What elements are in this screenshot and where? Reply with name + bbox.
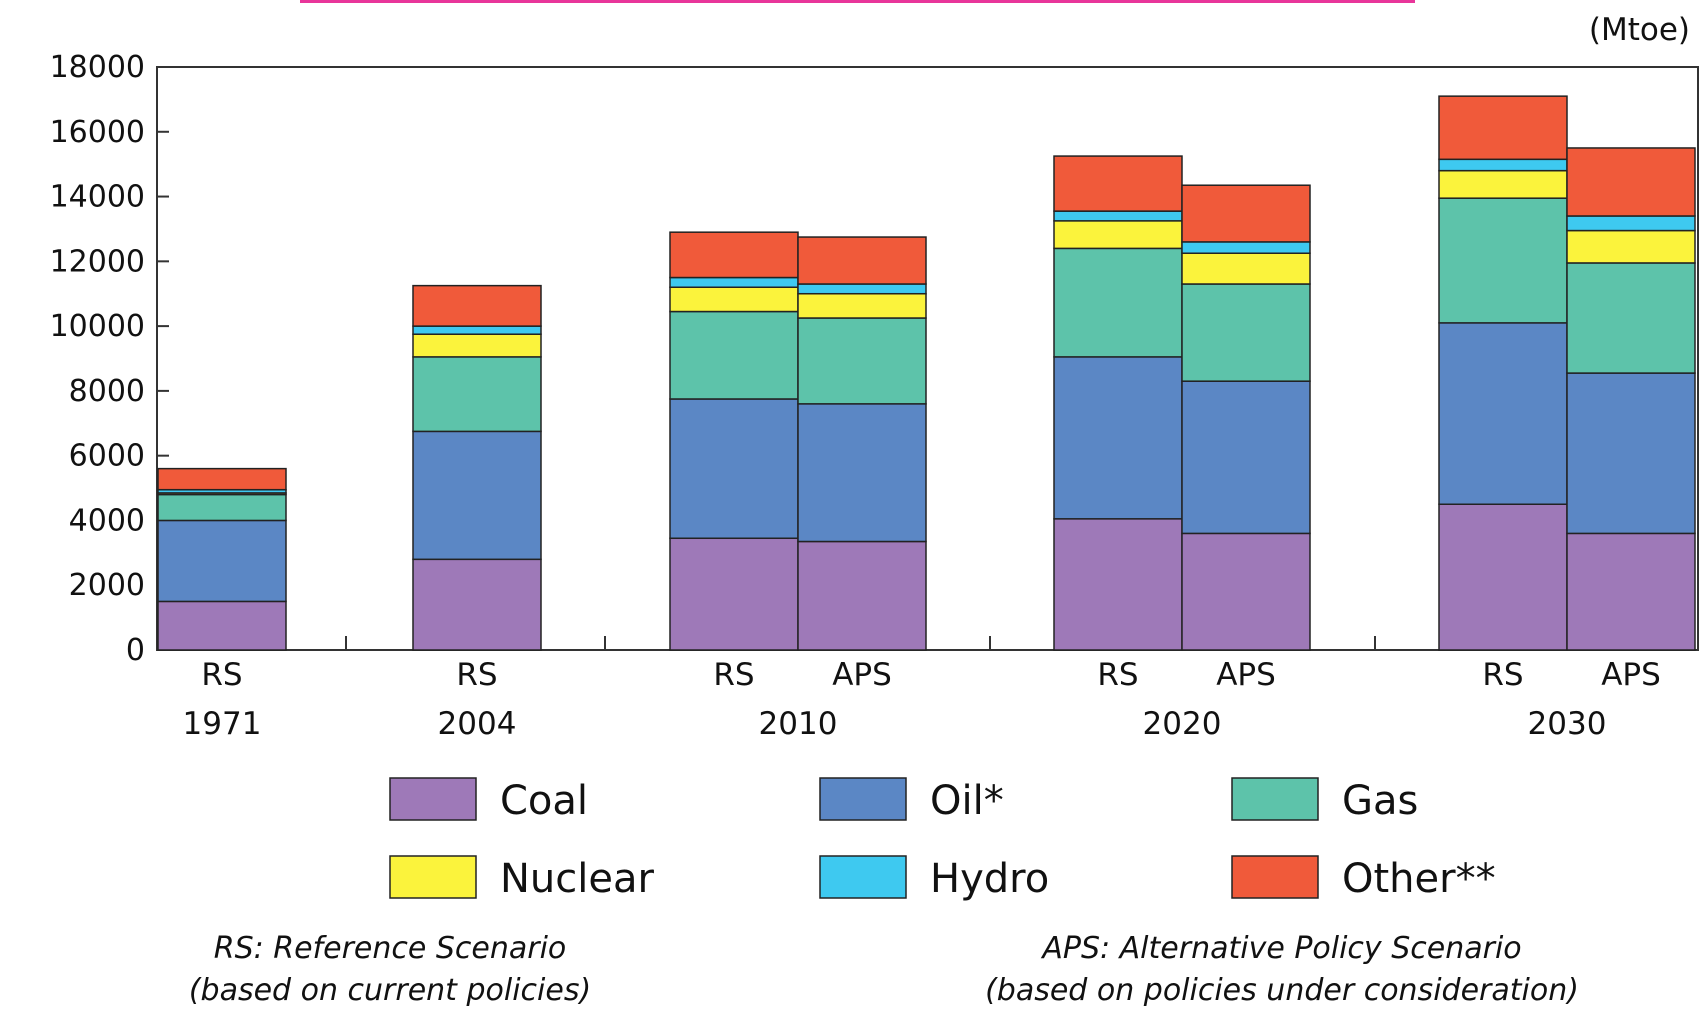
bar-segment-coal: [412, 558, 542, 651]
plot-area: 0 2000 4000 6000 8000 10000 12000 14000 16000 180…: [50, 50, 1699, 742]
bar-segment-coal: [1438, 503, 1568, 651]
bar-segment-hydro: [1438, 158, 1568, 172]
bar-segment-other: [669, 231, 799, 279]
scenario-label: RS: [1097, 657, 1138, 693]
bar-segment-coal: [669, 537, 799, 651]
legend-label: Gas: [1342, 778, 1418, 824]
y-tick-label: 14000: [50, 180, 145, 215]
legend-swatch: [389, 777, 477, 821]
bar-segment-other: [412, 284, 542, 327]
y-tick-label: 10000: [50, 309, 145, 344]
scenario-label: RS: [713, 657, 754, 693]
scenario-label: RS: [456, 657, 497, 693]
bar-segment-nuclear: [669, 286, 799, 313]
note-rs-line1: RS: Reference Scenario: [214, 931, 567, 966]
scenario-label: RS: [201, 657, 242, 693]
bar-segment-nuclear: [1566, 229, 1696, 264]
bar-segment-gas: [1053, 247, 1183, 358]
bar-segment-nuclear: [1438, 169, 1568, 199]
legend-label: Other**: [1342, 856, 1496, 902]
legend-label: Nuclear: [500, 856, 655, 902]
scenario-label: RS: [1482, 657, 1523, 693]
legend-swatch: [1231, 777, 1319, 821]
bar-segment-hydro: [1053, 210, 1183, 222]
bar-segment-hydro: [797, 283, 927, 295]
bar-segment-coal: [1053, 518, 1183, 651]
notes: RS: Reference Scenario (based on current…: [189, 931, 1579, 1008]
year-label: 2030: [1528, 706, 1607, 742]
bar-segment-nuclear: [412, 333, 542, 358]
bar-segment-nuclear: [1053, 220, 1183, 250]
bar-segment-oil: [1566, 372, 1696, 535]
bar-segment-nuclear: [1181, 252, 1311, 285]
legend: Coal Oil* Gas Nuclear Hydro Other**: [389, 777, 1496, 902]
y-tick-label: 12000: [50, 244, 145, 279]
y-tick-label: 2000: [69, 568, 145, 603]
bar-segment-other: [157, 467, 287, 491]
bar-segment-gas: [412, 356, 542, 433]
unit-label: (Mtoe): [1589, 12, 1690, 48]
bar-segment-coal: [797, 540, 927, 651]
bar-segment-coal: [1181, 532, 1311, 651]
bar-segment-hydro: [1566, 215, 1696, 232]
y-tick-label: 4000: [69, 503, 145, 538]
legend-swatch: [819, 777, 907, 821]
bar-segment-other: [1181, 184, 1311, 243]
bar-segment-oil: [1181, 380, 1311, 535]
scenario-label: APS: [1216, 657, 1276, 693]
note-aps-line1: APS: Alternative Policy Scenario: [1040, 931, 1521, 966]
bar-segment-gas: [1438, 197, 1568, 324]
y-tick-label: 0: [126, 633, 145, 668]
y-tick-label: 18000: [50, 50, 145, 85]
bar-segment-other: [1053, 155, 1183, 212]
bar-segment-gas: [797, 317, 927, 405]
bar-segment-other: [797, 236, 927, 285]
y-tick-label: 16000: [50, 115, 145, 150]
bar-segment-nuclear: [797, 292, 927, 319]
note-rs-line2: (based on current policies): [189, 973, 591, 1008]
year-label: 2020: [1143, 706, 1222, 742]
bar-segment-coal: [157, 600, 287, 651]
legend-label: Hydro: [930, 856, 1049, 902]
y-tick-label: 8000: [69, 374, 145, 409]
legend-swatch: [1231, 855, 1319, 899]
year-label: 2010: [759, 706, 838, 742]
bar-segment-oil: [797, 403, 927, 543]
bar-segment-oil: [1053, 356, 1183, 520]
plot-frame: [156, 66, 1699, 651]
bar-segment-gas: [1181, 283, 1311, 382]
bar-segment-gas: [669, 310, 799, 400]
bar-segment-gas: [157, 493, 287, 522]
title-underline: [300, 0, 1415, 3]
bar-segment-gas: [1566, 262, 1696, 374]
bar-segment-other: [1438, 95, 1568, 161]
bar-segment-coal: [1566, 532, 1696, 651]
scenario-label: APS: [1601, 657, 1661, 693]
bar-segment-oil: [157, 519, 287, 603]
legend-swatch: [389, 855, 477, 899]
scenario-label: APS: [832, 657, 892, 693]
bar-segment-oil: [412, 430, 542, 561]
legend-swatch: [819, 855, 907, 899]
year-label: 2004: [438, 706, 517, 742]
note-aps-line2: (based on policies under consideration): [985, 973, 1579, 1008]
bar-segment-oil: [1438, 322, 1568, 505]
legend-label: Coal: [500, 778, 588, 824]
bar-segment-hydro: [1181, 241, 1311, 254]
y-tick-label: 6000: [69, 439, 145, 474]
bar-segment-hydro: [412, 325, 542, 335]
bar-segment-hydro: [669, 276, 799, 288]
year-label: 1971: [183, 706, 262, 742]
bar-segment-oil: [669, 398, 799, 540]
bar-segment-other: [1566, 147, 1696, 217]
legend-label: Oil*: [930, 778, 1004, 824]
